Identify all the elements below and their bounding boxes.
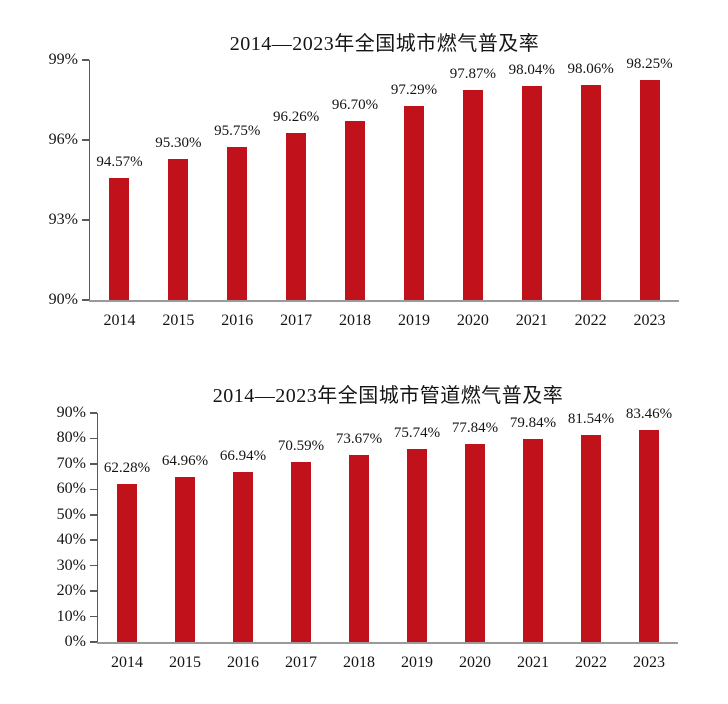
bar-value-label: 73.67% bbox=[335, 430, 383, 447]
bar bbox=[349, 454, 369, 642]
bar bbox=[403, 105, 424, 300]
bar bbox=[639, 429, 659, 642]
bar-value-label: 75.74% bbox=[393, 425, 441, 442]
bar bbox=[465, 443, 485, 642]
y-axis-tick-label: 93% bbox=[48, 211, 78, 228]
x-axis-category-label: 2014 bbox=[103, 312, 136, 329]
bar bbox=[521, 85, 542, 300]
x-axis-category-label: 2016 bbox=[227, 654, 259, 671]
y-axis-tick-label: 60% bbox=[56, 480, 86, 498]
y-axis-tick-mark bbox=[90, 514, 97, 516]
x-axis-category-label: 2019 bbox=[401, 654, 433, 671]
x-axis-category-label: 2017 bbox=[280, 312, 313, 329]
y-axis-tick-label: 50% bbox=[56, 505, 86, 523]
x-axis-category-label: 2015 bbox=[169, 654, 201, 671]
x-axis-category-label: 2018 bbox=[339, 312, 372, 329]
bar bbox=[117, 483, 137, 642]
y-axis-tick-mark bbox=[90, 412, 97, 414]
y-axis-tick-mark bbox=[90, 641, 97, 643]
bar bbox=[523, 438, 543, 642]
y-axis-tick-mark bbox=[82, 59, 89, 61]
bar bbox=[581, 434, 601, 642]
y-axis-tick-mark bbox=[90, 539, 97, 541]
bar bbox=[109, 178, 130, 300]
x-axis-category-label: 2020 bbox=[459, 654, 491, 671]
y-axis-tick-label: 90% bbox=[56, 404, 86, 421]
y-axis-tick-mark bbox=[90, 564, 97, 567]
y-axis-tick-mark bbox=[82, 219, 89, 221]
bar bbox=[233, 471, 253, 642]
y-axis-tick-mark bbox=[90, 437, 97, 440]
y-axis-line bbox=[96, 413, 98, 642]
y-axis-tick-label: 90% bbox=[48, 291, 78, 308]
bar-value-label: 62.28% bbox=[103, 459, 151, 476]
y-axis-line bbox=[88, 60, 90, 300]
x-axis-category-label: 2021 bbox=[517, 654, 549, 671]
bar-value-label: 97.29% bbox=[390, 81, 438, 98]
bar-value-label: 77.84% bbox=[451, 419, 499, 436]
x-axis-category-label: 2016 bbox=[221, 312, 254, 329]
y-axis-tick-mark bbox=[82, 139, 89, 141]
x-axis-line bbox=[88, 300, 679, 302]
y-axis-tick-label: 40% bbox=[56, 531, 86, 549]
y-axis-tick-mark bbox=[90, 488, 97, 491]
y-axis-tick-label: 30% bbox=[56, 556, 86, 574]
bar-value-label: 95.30% bbox=[155, 134, 202, 151]
y-axis-tick-label: 99% bbox=[48, 51, 78, 68]
x-axis-category-label: 2018 bbox=[343, 654, 375, 671]
y-axis-tick-label: 96% bbox=[48, 131, 78, 148]
x-axis-category-label: 2015 bbox=[162, 312, 195, 329]
bar bbox=[462, 90, 483, 300]
y-axis-tick-label: 20% bbox=[56, 582, 86, 600]
x-axis-category-label: 2023 bbox=[633, 654, 665, 671]
bar bbox=[639, 80, 660, 300]
y-axis-tick-mark bbox=[82, 299, 89, 301]
bar-value-label: 98.04% bbox=[508, 61, 555, 78]
bar bbox=[227, 146, 248, 300]
bar bbox=[286, 133, 307, 300]
bar-value-label: 95.75% bbox=[214, 122, 261, 139]
y-axis-tick-mark bbox=[90, 615, 97, 618]
chart-title: 2014—2023年全国城市管道燃气普及率 bbox=[212, 385, 564, 407]
bar-value-label: 96.26% bbox=[273, 109, 320, 126]
y-axis-tick-mark bbox=[90, 590, 97, 592]
bar-value-label: 97.87% bbox=[449, 66, 496, 83]
bar bbox=[580, 85, 601, 300]
x-axis-category-label: 2017 bbox=[285, 654, 317, 671]
x-axis-category-label: 2023 bbox=[633, 312, 666, 329]
bar-value-label: 83.46% bbox=[625, 405, 673, 422]
y-axis-tick-label: 80% bbox=[56, 429, 86, 447]
x-axis-category-label: 2014 bbox=[111, 654, 143, 671]
bar bbox=[168, 158, 189, 300]
y-axis-tick-mark bbox=[90, 463, 97, 465]
bar bbox=[345, 121, 366, 300]
bar bbox=[407, 449, 427, 642]
x-axis-line bbox=[96, 642, 678, 644]
x-axis-category-label: 2022 bbox=[575, 654, 607, 671]
bar-value-label: 70.59% bbox=[277, 438, 325, 455]
bar bbox=[175, 476, 195, 642]
bar-value-label: 98.25% bbox=[626, 56, 673, 72]
bar bbox=[291, 462, 311, 642]
bar-value-label: 96.70% bbox=[331, 97, 379, 114]
bar-value-label: 94.57% bbox=[96, 154, 143, 171]
x-axis-category-label: 2020 bbox=[456, 312, 489, 329]
y-axis-tick-label: 70% bbox=[56, 454, 86, 472]
bar-value-label: 64.96% bbox=[161, 452, 209, 469]
bar-value-label: 81.54% bbox=[567, 410, 615, 427]
bar-value-label: 66.94% bbox=[219, 447, 267, 464]
chart-title: 2014—2023年全国城市燃气普及率 bbox=[229, 33, 540, 55]
x-axis-category-label: 2019 bbox=[397, 312, 430, 329]
y-axis-tick-label: 10% bbox=[56, 607, 86, 625]
x-axis-category-label: 2021 bbox=[515, 312, 548, 329]
bar-value-label: 79.84% bbox=[509, 414, 557, 431]
y-axis-tick-label: 0% bbox=[64, 633, 86, 650]
bar-value-label: 98.06% bbox=[567, 61, 614, 78]
x-axis-category-label: 2022 bbox=[574, 312, 607, 329]
